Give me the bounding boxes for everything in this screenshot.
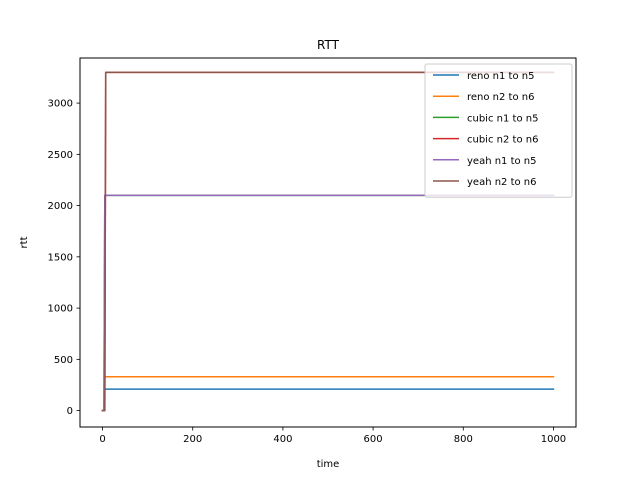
legend: reno n1 to n5 reno n2 to n6 cubic n1 to n5… xyxy=(424,63,573,198)
x-tick-label: 0 xyxy=(99,434,105,445)
legend-label-reno-n1-to-n5: reno n1 to n5 xyxy=(467,71,534,82)
y-tick-label: 0 xyxy=(67,406,73,417)
y-tick-label: 3000 xyxy=(48,99,73,110)
x-axis: 0 200 400 600 800 1000 xyxy=(99,427,566,445)
x-tick-label: 600 xyxy=(364,434,383,445)
x-tick-label: 1000 xyxy=(541,434,566,445)
legend-label-cubic-n1-to-n5: cubic n1 to n5 xyxy=(467,113,538,124)
y-axis: 0 500 1000 1500 2000 2500 3000 xyxy=(48,99,80,417)
plot-frame xyxy=(79,57,577,428)
chart-title: RTT xyxy=(317,38,340,52)
y-tick-label: 500 xyxy=(54,355,73,366)
legend-box xyxy=(424,63,573,198)
y-tick-label: 2500 xyxy=(48,150,73,161)
series-line-reno-n1-to-n5 xyxy=(101,388,555,412)
series-line-yeah-n2-to-n6 xyxy=(101,71,555,412)
x-tick-label: 400 xyxy=(273,434,292,445)
y-tick-label: 1500 xyxy=(48,252,73,263)
x-axis-label: time xyxy=(317,459,340,470)
legend-label-reno-n2-to-n6: reno n2 to n6 xyxy=(467,92,534,103)
series-line-reno-n2-to-n6 xyxy=(101,376,555,412)
series-layer xyxy=(101,71,555,412)
y-tick-label: 2000 xyxy=(48,201,73,212)
x-tick-label: 200 xyxy=(183,434,202,445)
x-tick-label: 800 xyxy=(454,434,473,445)
series-line-yeah-n1-to-n5 xyxy=(101,194,555,412)
legend-label-cubic-n2-to-n6: cubic n2 to n6 xyxy=(467,135,538,146)
y-axis-label: rtt xyxy=(19,236,30,248)
y-tick-label: 1000 xyxy=(48,304,73,315)
legend-label-yeah-n2-to-n6: yeah n2 to n6 xyxy=(467,177,537,188)
legend-label-yeah-n1-to-n5: yeah n1 to n5 xyxy=(467,156,537,167)
series-line-cubic-n1-to-n5 xyxy=(101,194,555,412)
